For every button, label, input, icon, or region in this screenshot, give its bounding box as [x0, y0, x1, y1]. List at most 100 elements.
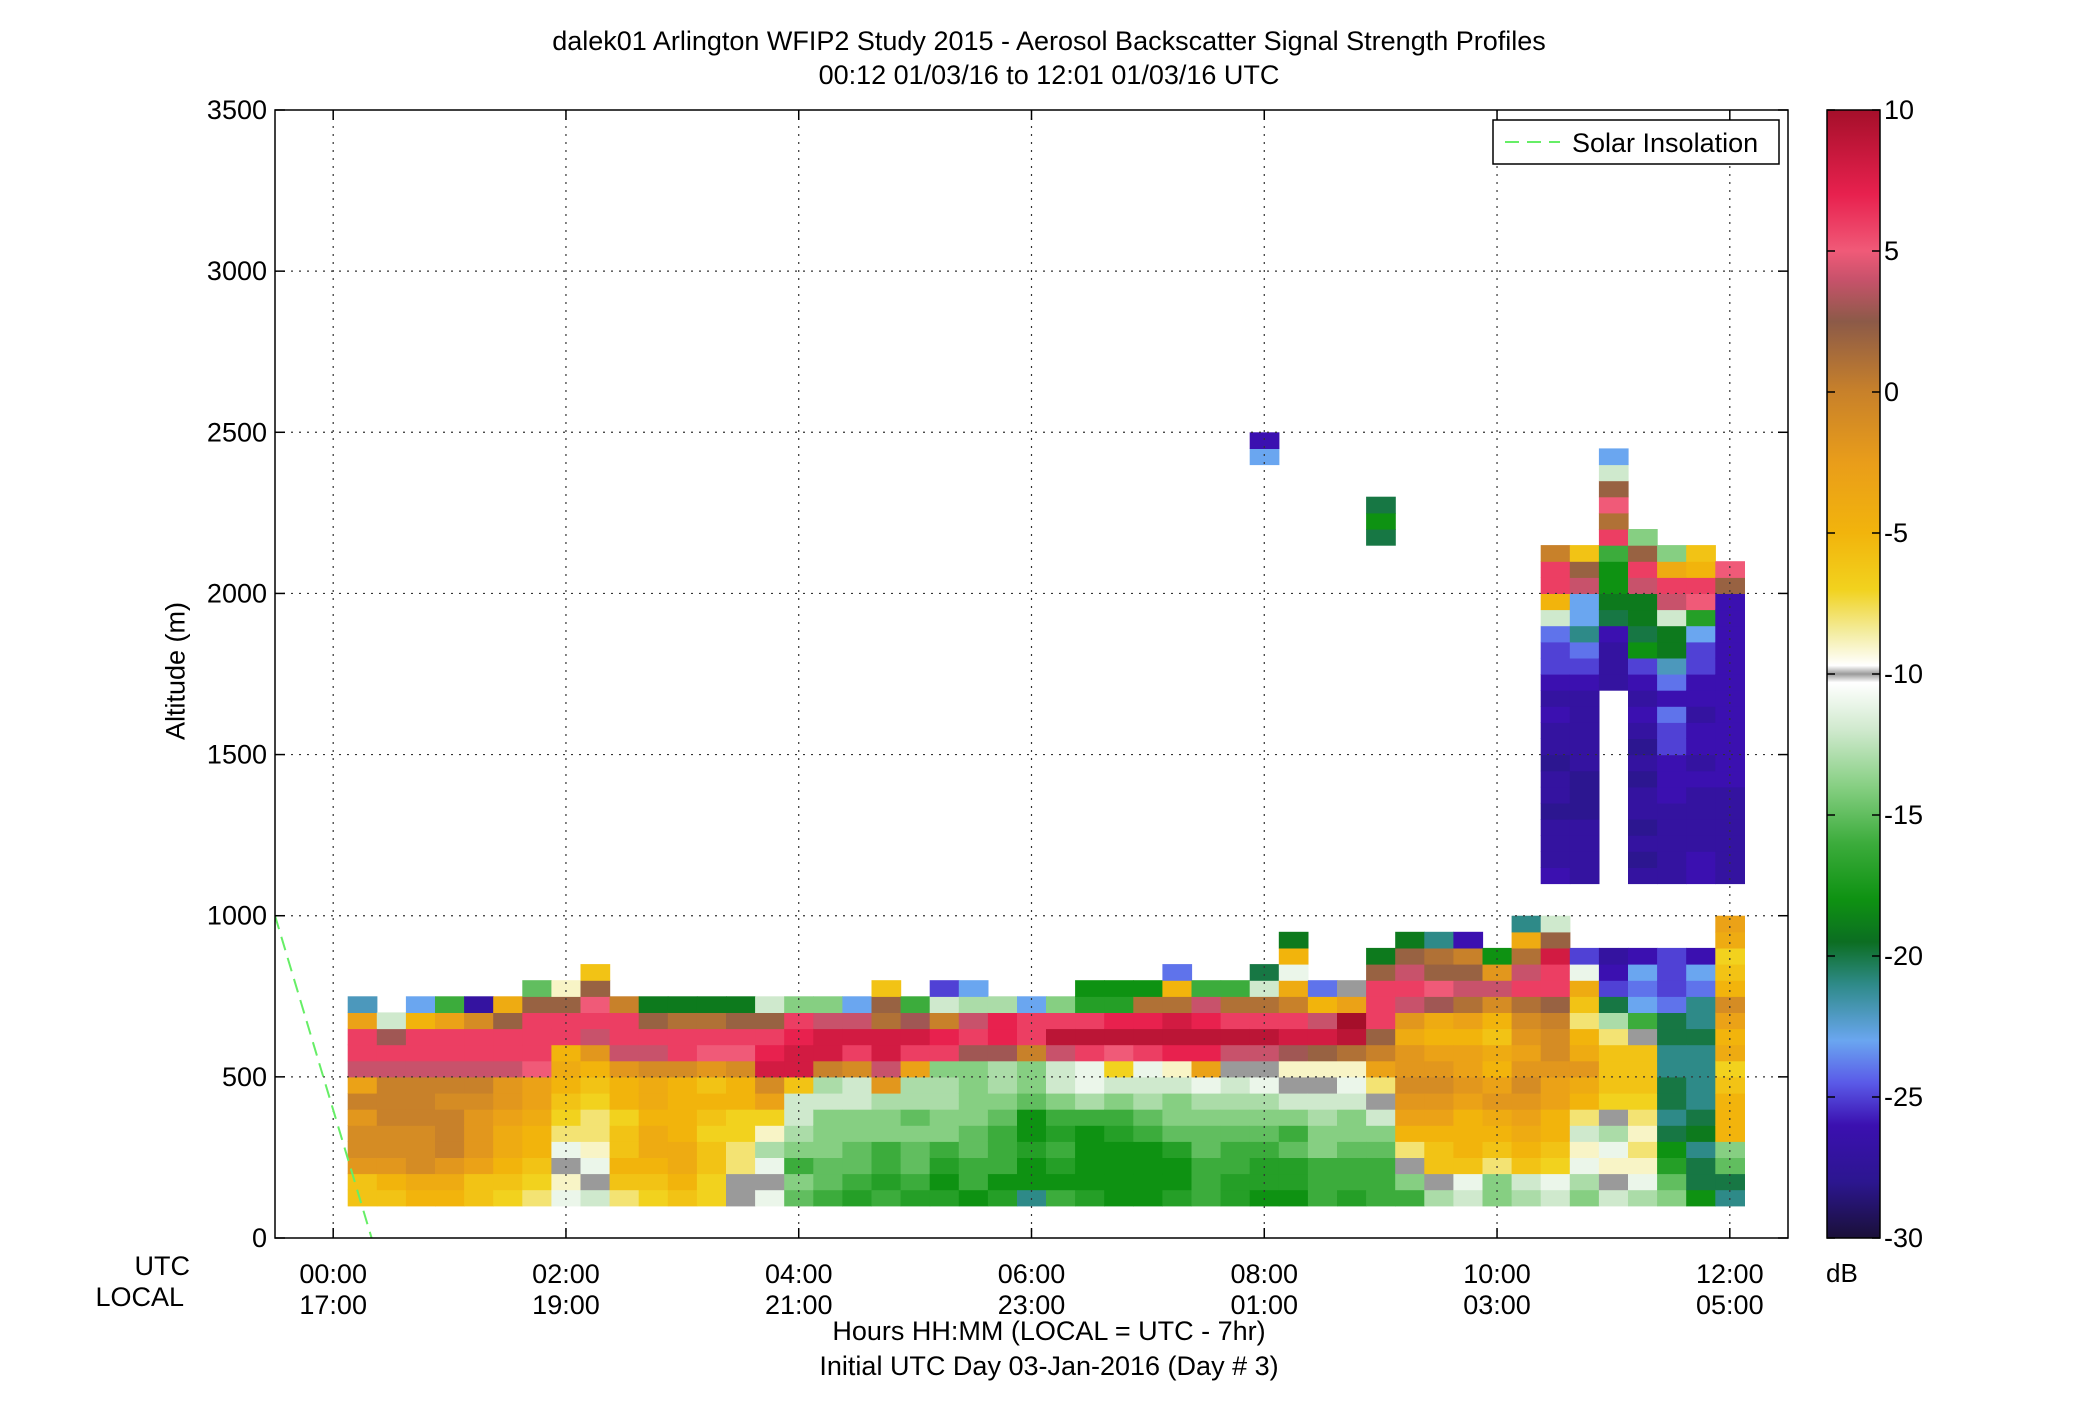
- heatmap-cell: [1133, 1028, 1163, 1046]
- heatmap-cell: [1220, 1157, 1251, 1175]
- heatmap-cell: [1017, 1157, 1047, 1175]
- heatmap-cell: [1540, 770, 1571, 788]
- heatmap-cell: [900, 1109, 931, 1126]
- heatmap-cell: [1017, 1012, 1047, 1030]
- heatmap-cell: [1162, 1125, 1193, 1142]
- heatmap-cell: [347, 1189, 378, 1207]
- heatmap-cell: [929, 1012, 960, 1030]
- heatmap-cell: [1540, 915, 1571, 933]
- heatmap-cell: [696, 1189, 727, 1207]
- heatmap-cell: [435, 1076, 465, 1094]
- heatmap-cell: [1598, 980, 1629, 997]
- heatmap-cell: [842, 1141, 873, 1158]
- heatmap-cell: [1075, 1044, 1105, 1062]
- heatmap-cell: [1628, 754, 1658, 772]
- x-tick-label-local: 17:00: [299, 1290, 367, 1320]
- heatmap-cell: [1715, 819, 1745, 836]
- heatmap-cell: [1657, 545, 1687, 562]
- heatmap-cell: [1540, 754, 1571, 772]
- heatmap-cell: [1569, 545, 1600, 562]
- heatmap-cell: [638, 1141, 669, 1158]
- heatmap-cell: [1628, 802, 1658, 820]
- heatmap-cell: [726, 1189, 756, 1207]
- heatmap-cell: [376, 1044, 407, 1062]
- heatmap-cell: [1482, 1093, 1513, 1110]
- heatmap-cell: [493, 1076, 523, 1094]
- heatmap-cell: [1569, 1109, 1600, 1126]
- heatmap-cell: [522, 1076, 552, 1094]
- heatmap-cell: [1366, 980, 1396, 997]
- heatmap-cell: [1686, 1093, 1716, 1110]
- heatmap-cell: [667, 1141, 698, 1158]
- heatmap-cell: [1598, 448, 1629, 466]
- heatmap-cell: [1220, 1189, 1251, 1207]
- heatmap-cell: [1104, 1012, 1134, 1030]
- heatmap-cell: [1657, 770, 1687, 788]
- heatmap-cell: [929, 1173, 960, 1191]
- heatmap-cell: [1686, 802, 1716, 820]
- heatmap-cell: [1482, 1044, 1513, 1062]
- heatmap-cell: [1453, 1173, 1484, 1191]
- heatmap-cell: [784, 1125, 814, 1142]
- heatmap-cell: [813, 1012, 843, 1030]
- heatmap-cell: [1249, 1044, 1280, 1062]
- heatmap-cell: [1657, 819, 1687, 836]
- heatmap-cell: [1307, 980, 1338, 997]
- heatmap-cell: [1686, 851, 1716, 868]
- heatmap-cell: [1162, 1044, 1193, 1062]
- heatmap-cell: [1540, 786, 1571, 804]
- heatmap-cell: [1366, 1173, 1396, 1191]
- heatmap-cell: [1482, 1173, 1513, 1191]
- heatmap-cell: [1220, 1076, 1251, 1094]
- heatmap-cell: [1453, 1189, 1484, 1207]
- heatmap-cell: [464, 1076, 494, 1094]
- heatmap-cell: [696, 996, 727, 1013]
- heatmap-cell: [1598, 1076, 1629, 1094]
- heatmap-cell: [1104, 996, 1134, 1013]
- heatmap-cell: [1395, 1109, 1425, 1126]
- heatmap-cell: [1657, 641, 1687, 659]
- heatmap-cell: [871, 1125, 902, 1142]
- heatmap-cell: [667, 1189, 698, 1207]
- heatmap-cell: [1628, 609, 1658, 627]
- heatmap-cell: [871, 996, 902, 1013]
- heatmap-cell: [1075, 1109, 1105, 1126]
- heatmap-cell: [1366, 996, 1396, 1013]
- heatmap-cell: [1162, 1060, 1193, 1078]
- heatmap-cell: [464, 1060, 494, 1078]
- heatmap-cell: [1278, 1028, 1309, 1046]
- heatmap-cell: [522, 1141, 552, 1158]
- heatmap-cell: [1569, 786, 1600, 804]
- heatmap-cell: [638, 1125, 669, 1142]
- heatmap-cell: [1569, 1093, 1600, 1110]
- heatmap-cell: [1162, 1109, 1193, 1126]
- heatmap-cell: [958, 1028, 989, 1046]
- heatmap-cell: [347, 1044, 378, 1062]
- heatmap-cell: [1598, 1173, 1629, 1191]
- heatmap-cell: [1366, 1028, 1396, 1046]
- heatmap-cell: [1075, 1173, 1105, 1191]
- heatmap-cell: [1162, 1028, 1193, 1046]
- heatmap-cell: [1075, 1093, 1105, 1110]
- heatmap-cell: [1598, 512, 1629, 530]
- heatmap-cell: [1395, 1076, 1425, 1094]
- heatmap-cell: [1540, 980, 1571, 997]
- heatmap-cell: [435, 1012, 465, 1030]
- heatmap-cell: [1598, 480, 1629, 498]
- heatmap-cell: [1366, 496, 1396, 514]
- heatmap-cell: [522, 1093, 552, 1110]
- heatmap-cell: [1569, 964, 1600, 981]
- heatmap-cell: [726, 1028, 756, 1046]
- heatmap-cell: [696, 1125, 727, 1142]
- heatmap-cell: [1686, 1060, 1716, 1078]
- heatmap-cell: [1657, 851, 1687, 868]
- heatmap-cell: [551, 1093, 582, 1110]
- heatmap-cell: [1715, 1012, 1745, 1030]
- heatmap-cell: [1395, 1125, 1425, 1142]
- heatmap-cell: [1191, 1189, 1222, 1207]
- heatmap-cell: [1337, 1173, 1367, 1191]
- heatmap-cell: [1249, 980, 1280, 997]
- x-tick-label-utc: 12:00: [1696, 1259, 1764, 1289]
- heatmap-cell: [755, 1076, 785, 1094]
- heatmap-cell: [1715, 754, 1745, 772]
